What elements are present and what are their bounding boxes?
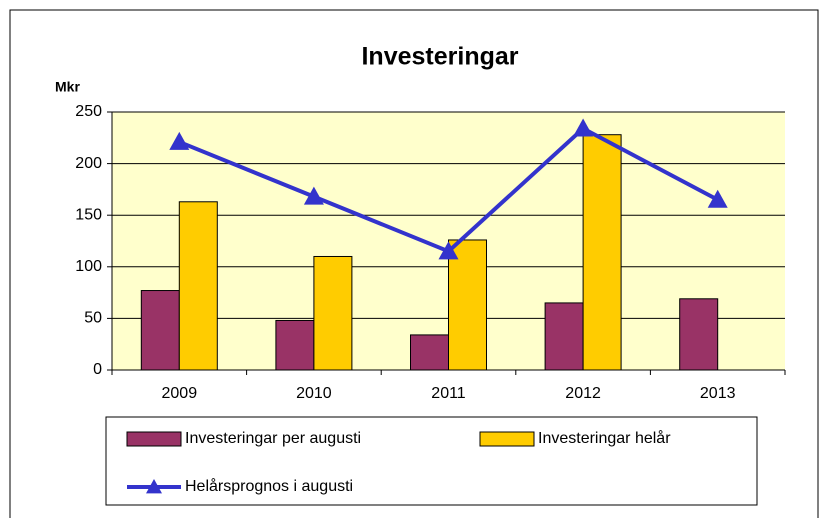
bar — [410, 334, 449, 371]
x-tick-label: 2011 — [431, 385, 466, 402]
x-tick-label: 2013 — [700, 385, 736, 402]
line-marker — [303, 186, 324, 205]
bar — [313, 255, 353, 371]
y-tick-label: 250 — [75, 103, 102, 120]
bar — [448, 239, 487, 371]
legend — [105, 416, 758, 506]
legend-label: Investeringar per augusti — [185, 430, 361, 447]
legend-marker — [146, 479, 162, 494]
line-marker — [707, 189, 728, 208]
bar — [178, 201, 218, 371]
y-tick-label: 150 — [75, 206, 102, 223]
legend-swatch — [479, 431, 535, 447]
line-marker — [169, 131, 190, 150]
y-tick-label: 200 — [75, 155, 102, 172]
bar — [679, 298, 719, 371]
legend-label: Investeringar helår — [538, 429, 671, 447]
bar — [140, 290, 180, 371]
line-marker — [573, 118, 594, 137]
bar — [544, 302, 584, 371]
x-tick-label: 2009 — [162, 385, 198, 402]
bar — [275, 319, 315, 371]
y-axis-label: Mkr — [55, 79, 80, 95]
x-tick-label: 2012 — [565, 385, 601, 402]
line-marker — [438, 241, 459, 260]
bar — [582, 134, 622, 371]
y-tick-label: 100 — [75, 258, 102, 275]
legend-swatch — [126, 431, 182, 447]
y-tick-label: 0 — [93, 361, 102, 378]
chart-title: Investeringar — [361, 43, 518, 71]
y-tick-label: 50 — [84, 310, 102, 327]
legend-label: Helårsprognos i augusti — [185, 477, 353, 495]
x-tick-label: 2010 — [296, 385, 332, 402]
